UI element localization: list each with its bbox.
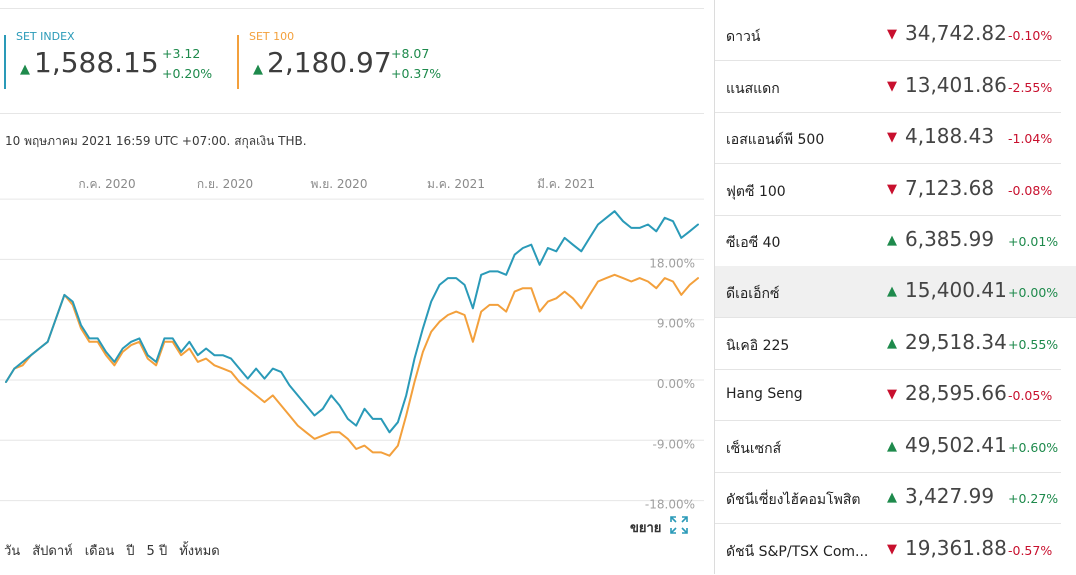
set-index-change: +3.12 — [162, 46, 201, 61]
market-row[interactable]: เซ็นเซกส์ ▲ 49,502.41 +0.60% — [715, 421, 1061, 473]
up-arrow-icon: ▲ — [887, 490, 897, 505]
market-name: แนสแดก — [726, 81, 780, 97]
market-row[interactable]: ซีเอซี 40 ▲ 6,385.99 +0.01% — [715, 215, 1061, 267]
header-divider — [0, 113, 704, 114]
market-change-pct: -0.05% — [1008, 388, 1053, 403]
set-index-change-pct: +0.20% — [162, 66, 213, 81]
set-100-change-pct: +0.37% — [391, 66, 442, 81]
market-name: ดัชนีเซี่ยงไฮ้คอมโพสิต — [726, 492, 861, 508]
set-100-quote[interactable]: SET 100 ▲ 2,180.97 +8.07 +0.37% — [237, 30, 467, 92]
down-arrow-icon: ▼ — [887, 27, 897, 42]
top-divider — [0, 8, 704, 9]
range-day[interactable]: วัน — [4, 544, 21, 559]
market-change-pct: -1.04% — [1008, 131, 1053, 146]
market-change-pct: +0.27% — [1008, 491, 1059, 506]
timestamp: 10 พฤษภาคม 2021 16:59 UTC +07:00. สกุลเง… — [5, 134, 307, 148]
market-change-pct: -0.10% — [1008, 28, 1053, 43]
market-change-pct: +0.01% — [1008, 234, 1059, 249]
expand-button[interactable]: ขยาย — [630, 515, 689, 539]
x-tick-label: ม.ค. 2021 — [427, 177, 485, 191]
market-change-pct: +0.55% — [1008, 337, 1059, 352]
x-tick-label: ก.ย. 2020 — [197, 177, 253, 191]
market-value: 7,123.68 — [905, 176, 995, 200]
down-arrow-icon: ▼ — [887, 542, 897, 557]
set-100-color-bar — [237, 35, 239, 89]
market-row[interactable]: Hang Seng ▼ 28,595.66 -0.05% — [715, 369, 1061, 421]
series-line-set-100 — [5, 273, 699, 457]
y-tick-label: 0.00% — [657, 377, 695, 391]
down-arrow-icon: ▼ — [887, 182, 897, 197]
y-tick-label: -9.00% — [653, 437, 695, 451]
market-name: เอสแอนด์พี 500 — [726, 132, 825, 148]
set-index-value: 1,588.15 — [34, 46, 159, 79]
market-row[interactable]: เอสแอนด์พี 500 ▼ 4,188.43 -1.04% — [715, 112, 1061, 164]
market-value: 34,742.82 — [905, 21, 1007, 45]
market-name: ดีเอเอ็กซ์ — [726, 286, 780, 302]
set-index-color-bar — [4, 35, 6, 89]
market-value: 13,401.86 — [905, 73, 1007, 97]
range-week[interactable]: สัปดาห์ — [32, 544, 73, 559]
up-arrow-icon: ▲ — [887, 336, 897, 351]
market-value: 49,502.41 — [905, 433, 1007, 457]
line-chart[interactable]: 18.00% 9.00% 0.00% -9.00% -18.00% ก.ค. 2020 ก.… — [0, 0, 704, 510]
market-name: ซีเอซี 40 — [726, 235, 781, 251]
market-row[interactable]: ดัชนี S&P/TSX Com... ▼ 19,361.88 -0.57% — [715, 524, 1061, 575]
range-year[interactable]: ปี — [126, 544, 135, 559]
market-value: 28,595.66 — [905, 381, 1007, 405]
set-index-name: SET INDEX — [16, 30, 75, 43]
set-index-quote[interactable]: SET INDEX ▲ 1,588.15 +3.12 +0.20% — [4, 30, 224, 92]
market-value: 3,427.99 — [905, 484, 995, 508]
range-5-years[interactable]: 5 ปี — [146, 544, 168, 559]
market-value: 15,400.41 — [905, 278, 1007, 302]
market-name: นิเคอิ 225 — [726, 338, 790, 354]
market-row[interactable]: ดาวน์ ▼ 34,742.82 -0.10% — [715, 9, 1061, 61]
up-arrow-icon: ▲ — [887, 284, 897, 299]
market-name: ฟุตซี 100 — [726, 184, 786, 200]
x-tick-label: ก.ค. 2020 — [78, 177, 135, 191]
market-row[interactable]: ดัชนีเซี่ยงไฮ้คอมโพสิต ▲ 3,427.99 +0.27% — [715, 472, 1061, 524]
range-month[interactable]: เดือน — [84, 544, 115, 559]
series-line-set-index — [5, 210, 699, 434]
x-tick-label: พ.ย. 2020 — [311, 177, 368, 191]
index-chart-panel: SET INDEX ▲ 1,588.15 +3.12 +0.20% SET 10… — [0, 0, 704, 561]
expand-label: ขยาย — [630, 520, 662, 536]
down-arrow-icon: ▼ — [887, 79, 897, 94]
down-arrow-icon: ▼ — [887, 130, 897, 145]
market-value: 19,361.88 — [905, 536, 1007, 560]
market-change-pct: +0.00% — [1008, 285, 1059, 300]
up-arrow-icon: ▲ — [887, 233, 897, 248]
market-name: Hang Seng — [726, 386, 803, 402]
expand-icon — [669, 515, 689, 539]
market-list: ดาวน์ ▼ 34,742.82 -0.10% แนสแดก ▼ 13,401… — [714, 0, 1076, 574]
range-all[interactable]: ทั้งหมด — [179, 544, 220, 559]
market-name: ดัชนี S&P/TSX Com... — [726, 544, 869, 560]
market-change-pct: +0.60% — [1008, 440, 1059, 455]
market-change-pct: -0.57% — [1008, 543, 1053, 558]
market-change-pct: -0.08% — [1008, 183, 1053, 198]
y-tick-label: 18.00% — [649, 256, 695, 270]
set-100-name: SET 100 — [249, 30, 295, 43]
range-selector: วัน สัปดาห์ เดือน ปี 5 ปี ทั้งหมด — [4, 540, 220, 561]
market-row[interactable]: แนสแดก ▼ 13,401.86 -2.55% — [715, 61, 1061, 113]
market-row-highlighted[interactable]: ดีเอเอ็กซ์ ▲ 15,400.41 +0.00% — [715, 266, 1076, 318]
up-arrow-icon: ▲ — [887, 439, 897, 454]
up-arrow-icon: ▲ — [20, 62, 30, 77]
y-tick-label: 9.00% — [657, 317, 695, 331]
up-arrow-icon: ▲ — [253, 62, 263, 77]
market-value: 29,518.34 — [905, 330, 1007, 354]
market-name: เซ็นเซกส์ — [726, 441, 782, 457]
set-100-value: 2,180.97 — [267, 46, 392, 79]
y-tick-label: -18.00% — [645, 498, 695, 510]
market-row[interactable]: ฟุตซี 100 ▼ 7,123.68 -0.08% — [715, 164, 1061, 216]
market-name: ดาวน์ — [726, 29, 761, 45]
down-arrow-icon: ▼ — [887, 387, 897, 402]
market-value: 6,385.99 — [905, 227, 995, 251]
market-value: 4,188.43 — [905, 124, 995, 148]
x-tick-label: มี.ค. 2021 — [537, 177, 595, 191]
market-change-pct: -2.55% — [1008, 80, 1053, 95]
set-100-change: +8.07 — [391, 46, 430, 61]
market-row[interactable]: นิเคอิ 225 ▲ 29,518.34 +0.55% — [715, 318, 1061, 370]
